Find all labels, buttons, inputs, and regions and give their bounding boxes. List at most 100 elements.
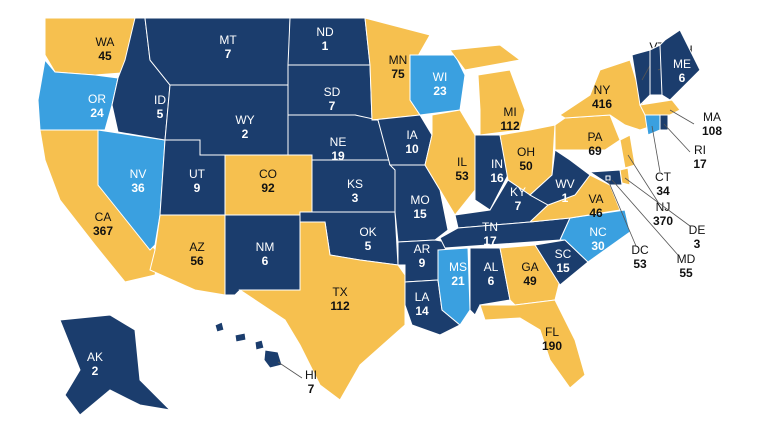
leader-line	[627, 154, 659, 203]
state-value: 1	[322, 39, 329, 53]
leader-line	[607, 179, 637, 247]
state-value: 6	[488, 274, 495, 288]
state-shape	[449, 44, 522, 71]
state-value: 36	[131, 181, 145, 195]
state-value: 112	[500, 119, 520, 133]
state-abbr: GA	[521, 260, 538, 274]
state-abbr: WA	[96, 35, 115, 49]
state-abbr: NM	[256, 240, 275, 254]
state-abbr: DE	[689, 223, 706, 237]
state-abbr: SC	[555, 247, 572, 261]
state-abbr: UT	[189, 167, 206, 181]
state-abbr: AL	[484, 260, 499, 274]
state-abbr: NC	[589, 225, 607, 239]
leader-line	[669, 109, 695, 125]
leader-line	[624, 177, 691, 227]
state-abbr: LA	[415, 290, 430, 304]
state-value: 21	[451, 274, 465, 288]
state-abbr: HI	[305, 368, 317, 382]
state-abbr: MI	[503, 105, 516, 119]
state-shape	[605, 175, 611, 181]
state-shape	[144, 17, 291, 86]
state-shape	[659, 114, 669, 131]
state-value: 50	[519, 159, 533, 173]
state-value: 46	[589, 206, 603, 220]
state-value: 23	[433, 84, 447, 98]
state-value: 49	[523, 274, 537, 288]
state-value: 370	[653, 214, 673, 228]
state-abbr: PA	[587, 130, 602, 144]
state-abbr: KS	[347, 177, 363, 191]
leader-line	[611, 179, 679, 256]
state-value: 5	[365, 239, 372, 253]
state-abbr: KY	[510, 185, 526, 199]
state-value: 53	[455, 169, 469, 183]
state-shape	[644, 114, 661, 136]
state-value: 6	[679, 71, 686, 85]
state-abbr: ND	[316, 25, 334, 39]
state-value: 3	[694, 237, 701, 251]
state-abbr: CO	[259, 167, 277, 181]
state-shape	[149, 214, 226, 296]
state-abbr: ID	[154, 93, 166, 107]
state-abbr: AK	[87, 350, 103, 364]
leader-line	[663, 123, 691, 153]
state-value: 15	[413, 207, 427, 221]
state-value: 190	[542, 339, 562, 353]
state-abbr: WV	[555, 177, 574, 191]
state-abbr: MN	[389, 53, 408, 67]
state-value: 7	[515, 199, 522, 213]
state-abbr: FL	[545, 325, 559, 339]
state-shape	[59, 314, 172, 416]
state-abbr: NY	[594, 83, 611, 97]
state-abbr: IL	[457, 155, 467, 169]
state-value: 69	[588, 144, 602, 158]
state-value: 34	[656, 184, 670, 198]
state-shape	[479, 299, 586, 389]
state-shape	[474, 134, 509, 211]
state-value: 108	[702, 124, 722, 138]
state-value: 9	[194, 181, 201, 195]
leader-line	[277, 361, 303, 379]
state-value: 55	[679, 266, 693, 280]
state-value: 1	[562, 191, 569, 205]
state-shape	[437, 247, 471, 326]
state-value: 2	[92, 364, 99, 378]
state-abbr: IA	[406, 128, 417, 142]
state-value: 92	[261, 181, 275, 195]
state-abbr: ME	[673, 57, 691, 71]
state-value: 16	[490, 171, 504, 185]
state-shape	[234, 332, 247, 343]
state-value: 56	[190, 254, 204, 268]
state-value: 2	[242, 127, 249, 141]
state-abbr: MO	[410, 193, 429, 207]
state-shape	[44, 17, 136, 76]
state-shape	[263, 349, 283, 369]
state-abbr: SD	[324, 85, 341, 99]
state-value: 24	[90, 106, 104, 120]
state-shape	[214, 321, 225, 333]
state-value: 3	[352, 191, 359, 205]
state-value: 75	[391, 67, 405, 81]
state-abbr: MT	[219, 33, 237, 47]
state-value: 17	[483, 234, 497, 248]
state-abbr: AR	[414, 242, 431, 256]
state-value: 416	[592, 97, 612, 111]
state-abbr: MA	[703, 110, 721, 124]
state-value: 7	[308, 382, 315, 396]
state-value: 7	[225, 47, 232, 61]
state-shape	[238, 221, 406, 401]
state-abbr: TN	[482, 220, 498, 234]
state-shape	[529, 149, 591, 206]
state-abbr: TX	[332, 285, 347, 299]
state-value: 17	[693, 157, 707, 171]
state-shape	[659, 29, 701, 101]
leader-line	[651, 125, 661, 173]
state-abbr: OH	[517, 145, 535, 159]
state-abbr: AZ	[189, 240, 204, 254]
state-shape	[254, 339, 265, 351]
state-value: 6	[262, 254, 269, 268]
state-value: 112	[330, 299, 350, 313]
state-abbr: OK	[359, 225, 376, 239]
